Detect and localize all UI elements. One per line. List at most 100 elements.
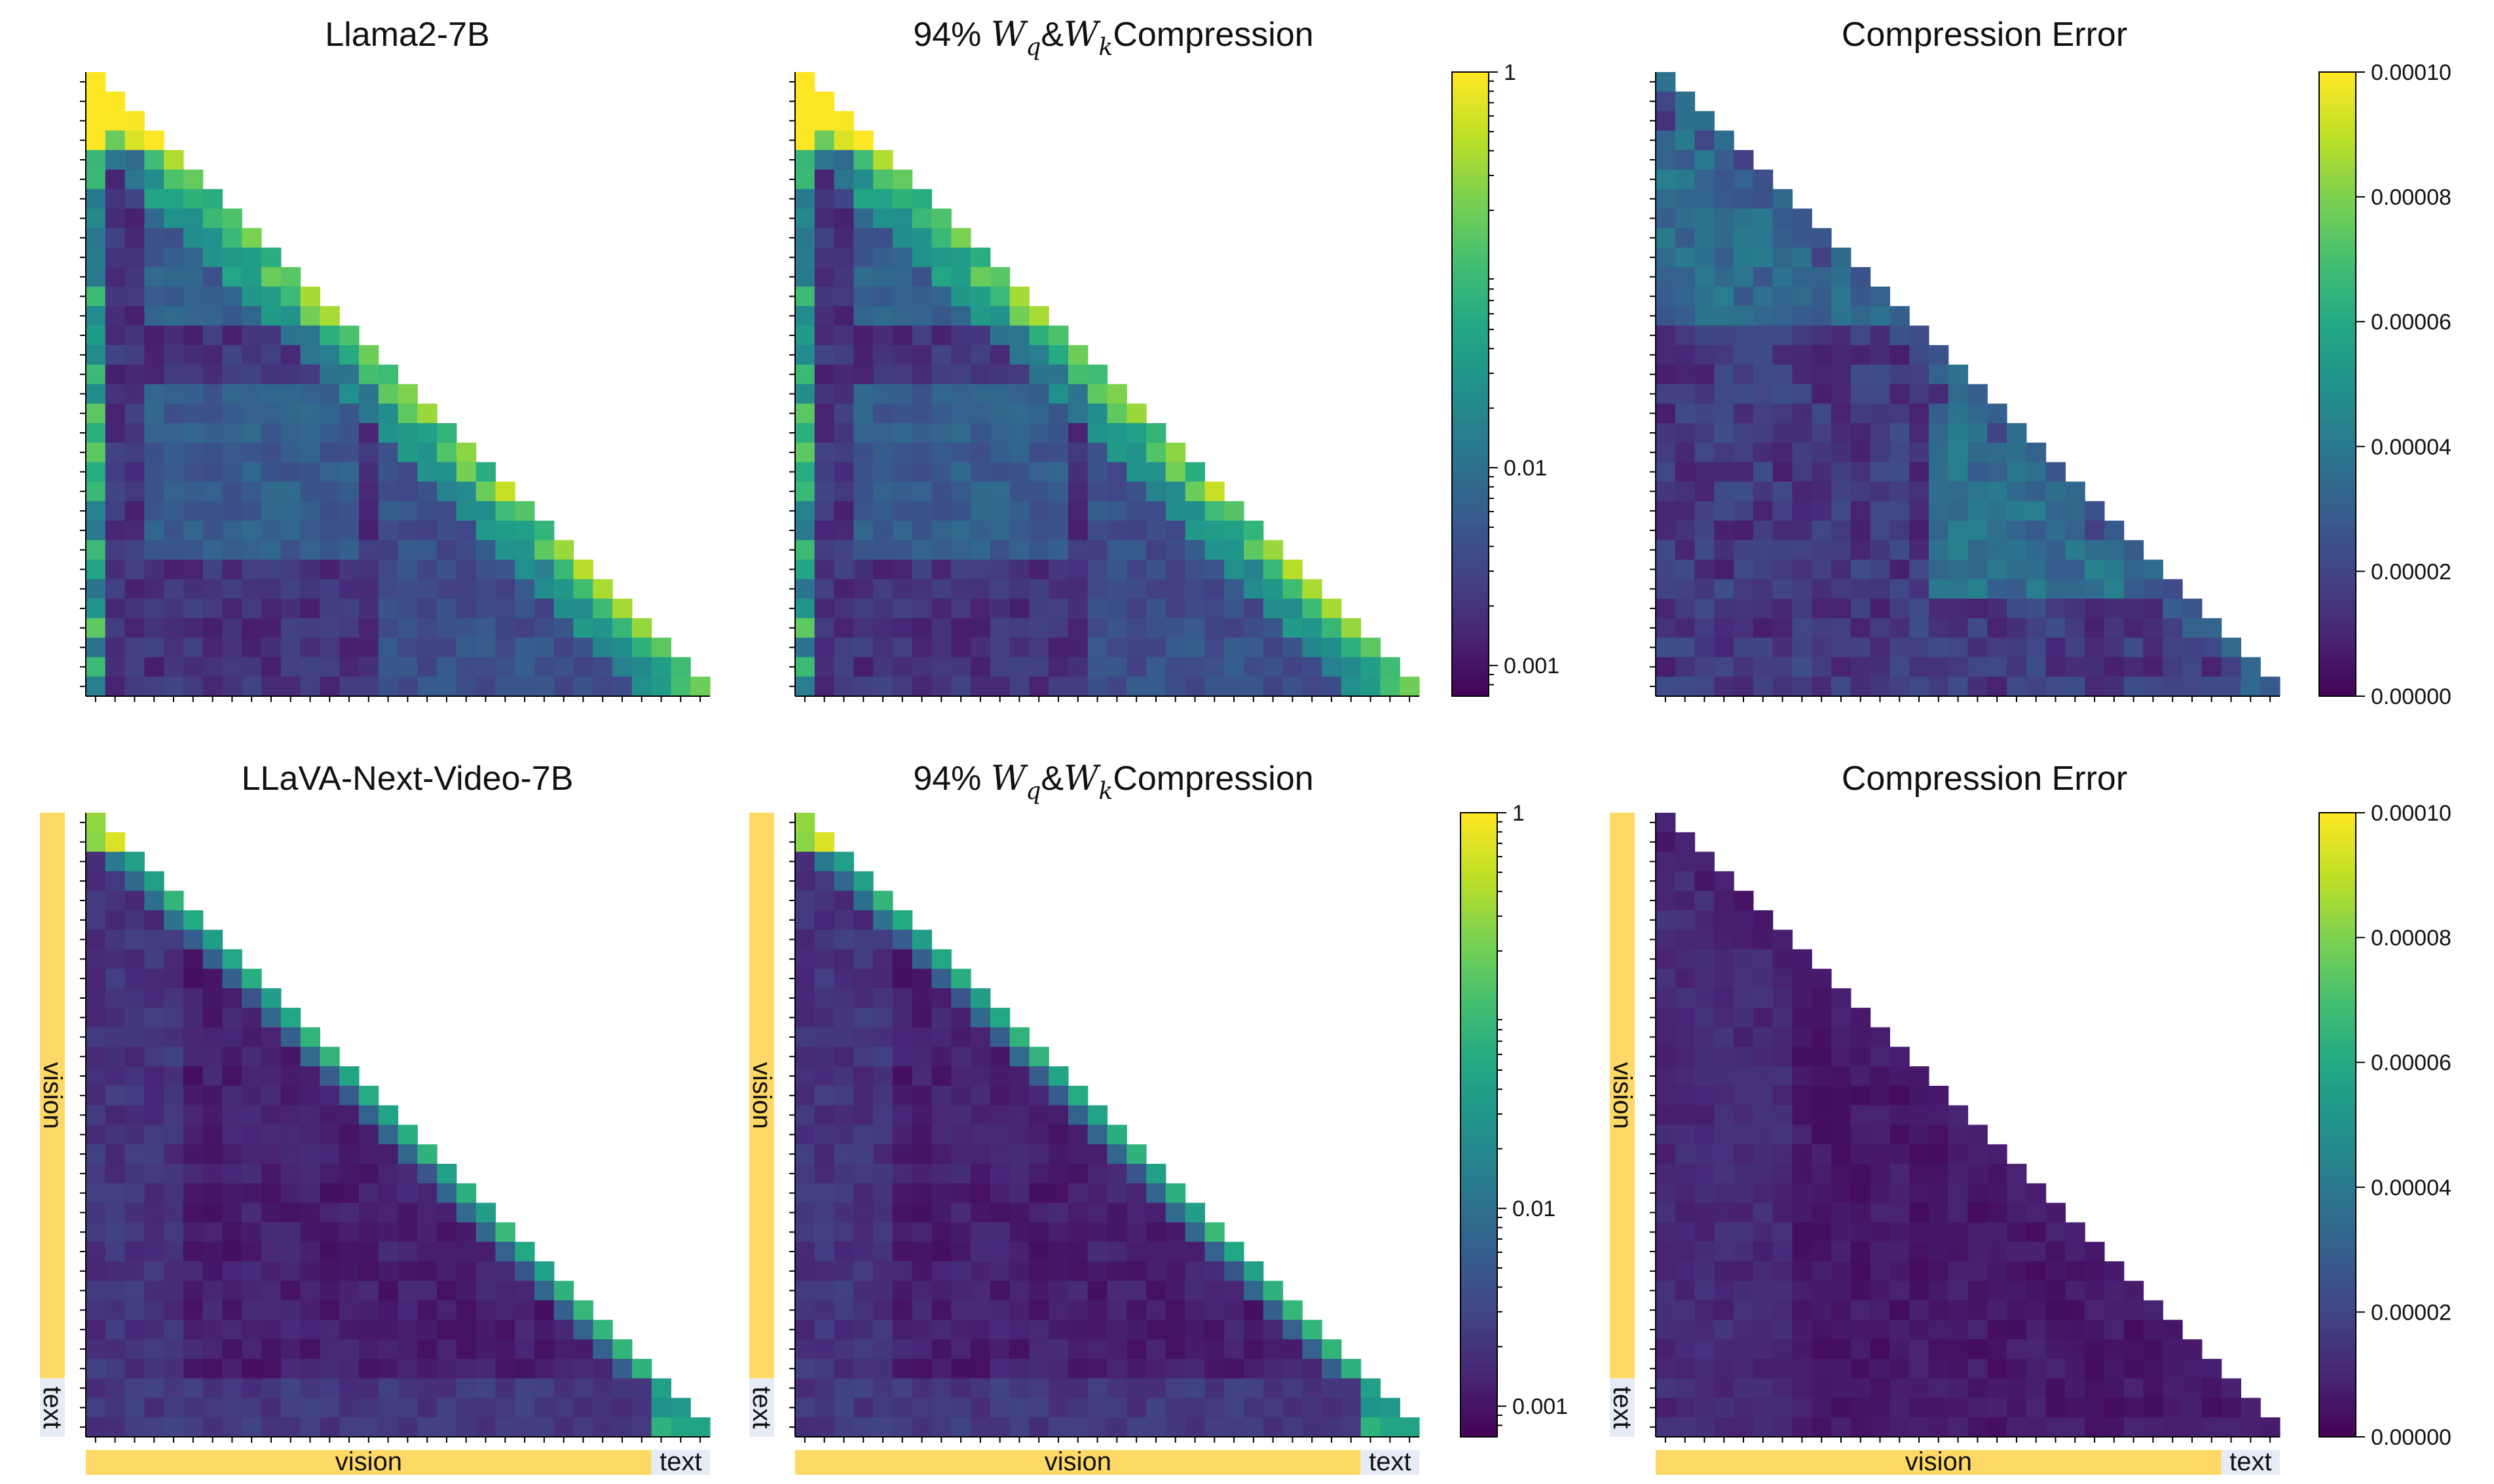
heatmap-cell — [1870, 1398, 1890, 1418]
heatmap-cell — [2045, 1202, 2066, 1223]
heatmap-cell — [990, 423, 1011, 443]
heatmap-cell — [951, 423, 971, 443]
colorbar-segment — [2319, 467, 2356, 473]
heatmap-cell — [144, 949, 164, 969]
heatmap-cell — [853, 1047, 874, 1067]
heatmap-cell — [86, 1202, 106, 1223]
heatmap-cell — [222, 1339, 242, 1360]
heatmap-cell — [1850, 267, 1871, 288]
heatmap-cell — [1029, 1339, 1049, 1360]
heatmap-cell — [971, 1105, 991, 1126]
heatmap-cell — [398, 1261, 418, 1282]
heatmap-cell — [164, 344, 184, 365]
heatmap-cell — [358, 1320, 379, 1340]
heatmap-cell — [814, 1261, 835, 1282]
heatmap-cell — [1734, 501, 1754, 521]
heatmap-cell — [1107, 1183, 1127, 1204]
heatmap-cell — [124, 579, 145, 599]
heatmap-cell — [1165, 1280, 1186, 1301]
heatmap-cell — [300, 1202, 320, 1223]
heatmap-cell — [1792, 286, 1812, 306]
heatmap-cell — [795, 1339, 815, 1360]
heatmap-cell — [1087, 403, 1108, 424]
colorbar-segment — [1461, 1041, 1497, 1048]
colorbar-segment — [2319, 990, 2356, 995]
heatmap-cell — [320, 1144, 340, 1164]
colorbar-segment — [2319, 1307, 2356, 1313]
colorbar-segment — [1461, 1156, 1497, 1162]
heatmap-cell — [183, 1183, 204, 1204]
heatmap-cell — [1889, 1261, 1910, 1282]
heatmap-cell — [242, 657, 262, 677]
heatmap-cell — [1165, 1398, 1186, 1418]
heatmap-cell — [300, 462, 320, 483]
heatmap-cell — [951, 1358, 971, 1379]
heatmap-cell — [320, 1398, 340, 1418]
colorbar-segment — [1461, 1020, 1497, 1027]
heatmap-cell — [1714, 1417, 1734, 1438]
heatmap-cell — [2045, 1261, 2066, 1282]
heatmap-cell — [1889, 1242, 1910, 1262]
heatmap-cell — [2201, 1417, 2222, 1438]
heatmap-cell — [990, 267, 1011, 288]
heatmap-cell — [1753, 403, 1774, 424]
heatmap-cell — [814, 169, 835, 190]
heatmap-cell — [971, 423, 991, 443]
heatmap-cell — [1282, 1300, 1303, 1320]
heatmap-cell — [339, 579, 360, 599]
heatmap-cell — [912, 559, 933, 580]
heatmap-cell — [300, 1066, 320, 1086]
colorbar-segment — [2319, 493, 2356, 500]
colorbar-segment — [2319, 1161, 2356, 1167]
heatmap-cell — [912, 344, 933, 365]
colorbar-segment — [1461, 1176, 1497, 1183]
heatmap-cell — [1714, 1066, 1734, 1086]
heatmap-cell — [1146, 540, 1166, 561]
colorbar-segment — [2319, 176, 2356, 182]
colorbar-segment — [2319, 937, 2356, 944]
heatmap-cell — [105, 1124, 126, 1145]
heatmap-cell — [951, 286, 971, 306]
heatmap-cell — [1928, 1280, 1949, 1301]
heatmap-cell — [912, 988, 933, 1009]
heatmap-cell — [814, 111, 835, 131]
heatmap-cell — [86, 423, 106, 443]
heatmap-cell — [990, 1007, 1011, 1028]
heatmap-cell — [1831, 637, 1852, 658]
heatmap-cell — [873, 228, 893, 248]
heatmap-cell — [124, 1124, 145, 1145]
colorbar-segment — [1452, 77, 1489, 83]
heatmap-cell — [183, 1124, 204, 1145]
heatmap-cell — [1068, 1280, 1089, 1301]
colorbar-segment — [1461, 1057, 1497, 1063]
colorbar-segment — [1461, 1296, 1497, 1303]
heatmap-cell — [1772, 1105, 1793, 1126]
heatmap-cell — [1263, 618, 1284, 639]
heatmap-cell — [1792, 384, 1812, 404]
heatmap-cell — [1714, 910, 1734, 931]
heatmap-cell — [1792, 1105, 1812, 1126]
heatmap-cell — [183, 969, 204, 989]
heatmap-cell — [300, 1164, 320, 1184]
heatmap-cell — [242, 637, 262, 658]
heatmap-cell — [892, 1339, 913, 1360]
colorbar-segment — [1461, 1363, 1497, 1370]
heatmap-cell — [242, 1007, 262, 1028]
heatmap-cell — [1675, 1164, 1696, 1184]
colorbar-segment — [1461, 1395, 1497, 1401]
heatmap-cell — [1831, 618, 1852, 639]
heatmap-cell — [814, 657, 835, 677]
heatmap-cell — [1987, 1378, 2007, 1399]
heatmap-cell — [339, 384, 360, 404]
heatmap-cell — [573, 1339, 593, 1360]
colorbar-segment — [2319, 911, 2356, 918]
colorbar-segment — [2319, 1353, 2356, 1360]
heatmap-cell — [1909, 1398, 1929, 1418]
heatmap-cell — [1850, 1027, 1871, 1047]
heatmap-cell — [1302, 657, 1322, 677]
heatmap-cell — [971, 1261, 991, 1282]
heatmap-cell — [912, 1183, 933, 1204]
heatmap-cell — [814, 1183, 835, 1204]
heatmap-cell — [1772, 189, 1793, 210]
colorbar-frame — [1451, 71, 1489, 697]
